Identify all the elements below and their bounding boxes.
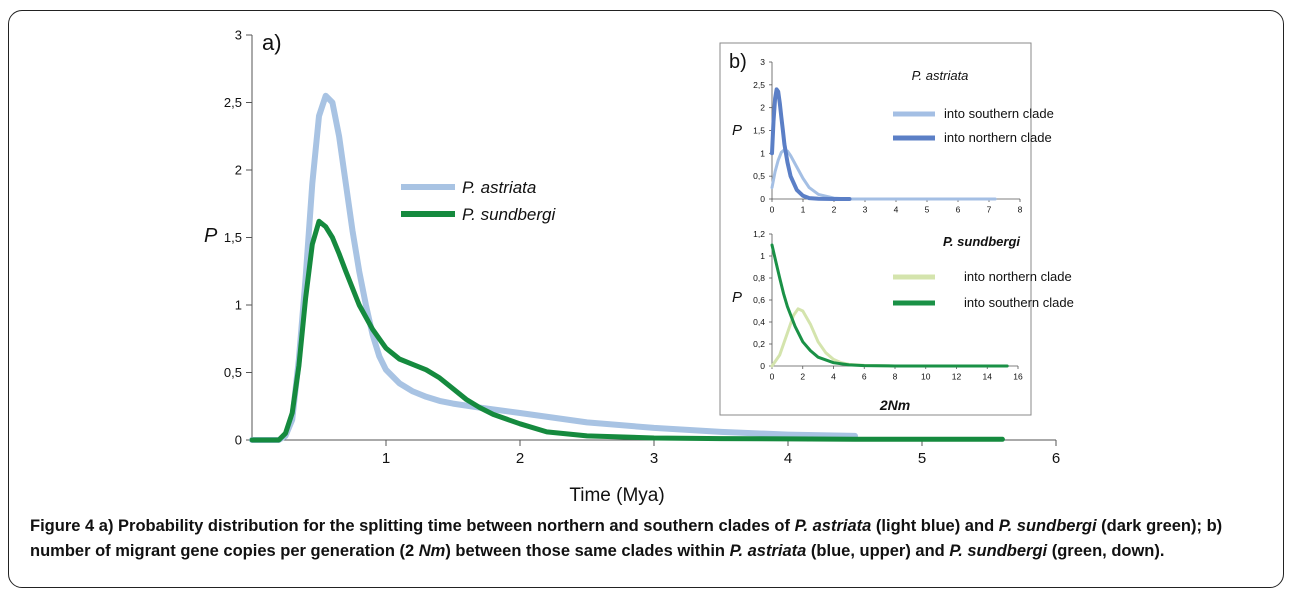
y-tick-label: 0 [760,194,765,204]
x-tick-label: 14 [983,372,993,382]
x-tick-label: 4 [894,205,899,215]
y-tick-label: 1 [235,298,242,313]
panel-b-lower-chart: 0 0,2 0,4 0,6 0,8 1 1,2 0 2 4 6 8 10 12 14 16 P P. sundbe… [732,229,1074,413]
series-line-2 [770,243,1009,368]
legend-label-southern: into southern clade [964,295,1074,310]
x-tick-label: 1 [801,205,806,215]
x-tick-label: 0 [770,205,775,215]
x-tick-label: 5 [918,450,926,467]
caption-segment: P. sundbergi [998,517,1097,535]
panel-a-label: a) [262,30,282,55]
y-tick-label: 0,4 [753,317,765,327]
caption-segment: (light blue) and [871,517,999,535]
y-tick-label: 1,5 [753,125,765,135]
y-axis-title: P [732,289,742,306]
x-tick-label: 4 [831,372,836,382]
caption-segment: Figure 4 [30,517,95,535]
caption-segment: P. astriata [729,542,807,560]
caption-segment: (dark green); b) number of migrant gene … [30,517,1223,560]
y-tick-label: 0,2 [753,339,765,349]
x-tick-label: 2 [516,450,524,467]
figure-caption: Figure 4 a) Probability distribution for… [30,514,1270,564]
figure-frame [8,10,1284,588]
y-tick-label: 0,5 [224,365,242,380]
inset-title-sundbergi: P. sundbergi [943,234,1020,249]
x-tick-label: 3 [650,450,658,467]
x-tick-label: 10 [921,372,931,382]
x-axis-title: 2Nm [879,397,910,413]
x-tick-label: 2 [800,372,805,382]
caption-segment: a) Probability distribution for the spli… [94,517,795,535]
x-tick-label: 6 [1052,450,1060,467]
y-tick-label: 2,5 [753,80,765,90]
y-tick-label: 0,8 [753,273,765,283]
caption-segment: (blue, upper) and [806,542,950,560]
y-tick-label: 0 [760,361,765,371]
y-tick-label: 1 [760,148,765,158]
caption-segment: P. sundbergi [949,542,1048,560]
series-line-1 [770,148,997,201]
y-tick-label: 2 [760,103,765,113]
legend-label-northern: into northern clade [944,130,1052,145]
y-tick-label: 0 [235,433,242,448]
x-axis-title: Time (Mya) [569,485,664,506]
caption-segment: Nm [418,542,446,560]
x-tick-label: 16 [1013,372,1023,382]
y-tick-label: 2 [235,163,242,178]
x-tick-label: 7 [987,205,992,215]
caption-segment: ) between those same clades within [445,542,730,560]
y-tick-label: 0,6 [753,295,765,305]
legend-label-southern: into southern clade [944,106,1054,121]
y-tick-label: 3 [235,28,242,43]
y-tick-label: 1,2 [753,229,765,239]
x-tick-label: 6 [862,372,867,382]
inset-frame [719,42,1032,416]
inset-title-astriata: P. astriata [912,68,969,83]
caption-segment: (green, down). [1047,542,1165,560]
y-tick-label: 1 [760,251,765,261]
legend-label-astriata: P. astriata [462,178,536,197]
x-tick-label: 8 [893,372,898,382]
panel-b-label: b) [729,51,747,73]
panel-b-upper-chart: 0 0,5 1 1,5 2 2,5 3 0 1 2 3 4 5 6 7 8 P P. astriata into s… [732,57,1054,215]
x-tick-label: 6 [956,205,961,215]
x-tick-label: 0 [770,372,775,382]
series-line-2 [249,218,1005,443]
x-tick-label: 8 [1018,205,1023,215]
x-tick-label: 1 [382,450,390,467]
y-axis-title: P [204,225,218,247]
x-tick-label: 2 [832,205,837,215]
legend-label-northern: into northern clade [964,269,1072,284]
series-line-2 [770,87,852,201]
x-tick-label: 3 [863,205,868,215]
y-tick-label: 0,5 [753,171,765,181]
y-axis-title: P [732,122,742,139]
y-tick-label: 2,5 [224,95,242,110]
legend-label-sundbergi: P. sundbergi [462,205,556,224]
y-tick-label: 1,5 [224,230,242,245]
x-tick-label: 5 [925,205,930,215]
caption-segment: P. astriata [794,517,872,535]
x-tick-label: 12 [952,372,962,382]
y-tick-label: 3 [760,57,765,67]
x-tick-label: 4 [784,450,792,467]
